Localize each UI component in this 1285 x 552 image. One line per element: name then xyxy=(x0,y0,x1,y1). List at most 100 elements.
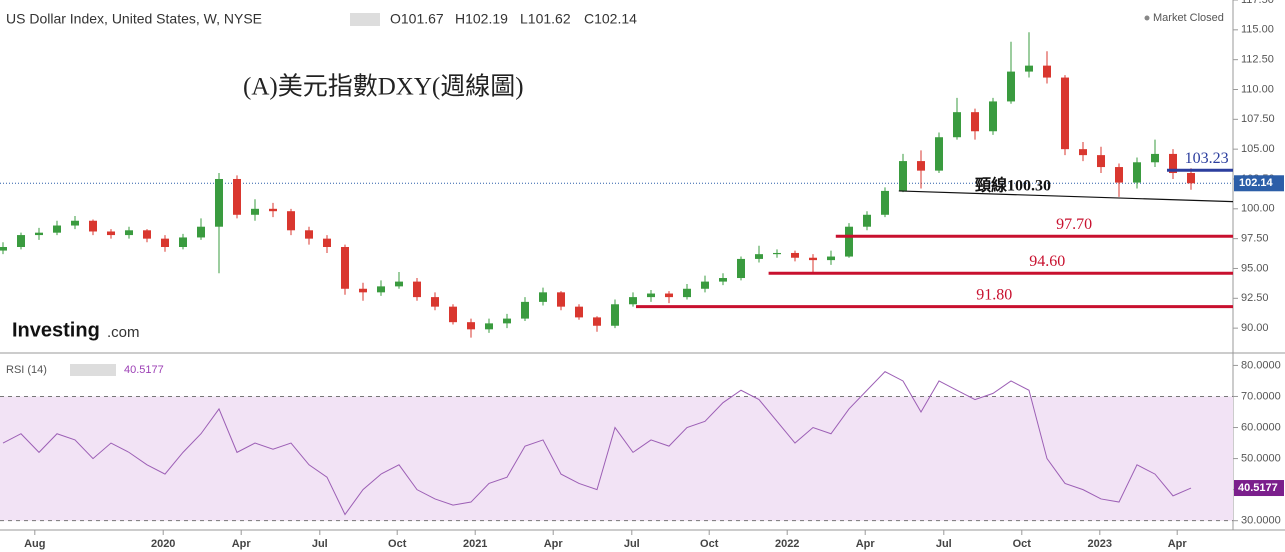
candle-body xyxy=(233,178,241,215)
y-tick-label: 112.50 xyxy=(1241,54,1274,66)
candle-body xyxy=(431,297,439,307)
x-tick-label: Apr xyxy=(856,538,876,550)
ohlc-close: C102.14 xyxy=(584,11,637,27)
candle-body xyxy=(1061,77,1069,150)
level-label: 97.70 xyxy=(1056,216,1092,233)
annotation-title: (A)美元指數DXY(週線圖) xyxy=(243,73,524,101)
candle-body xyxy=(251,208,259,215)
candle-body xyxy=(935,137,943,171)
y-tick-label: 117.50 xyxy=(1241,0,1274,6)
y-tick-label: 110.00 xyxy=(1241,83,1274,95)
y-tick-label: 97.50 xyxy=(1241,233,1269,245)
candle-body xyxy=(161,238,169,247)
candle-body xyxy=(611,304,619,326)
candle-body xyxy=(1169,153,1177,174)
candle-body xyxy=(719,278,727,282)
candle-body xyxy=(17,235,25,247)
candle-body xyxy=(269,208,277,212)
candle-body xyxy=(1007,71,1015,102)
market-status: Market Closed xyxy=(1153,12,1224,24)
y-tick-label: 50.0000 xyxy=(1241,452,1281,464)
y-tick-label: 30.0000 xyxy=(1241,515,1281,527)
candle-body xyxy=(593,317,601,326)
candle-body xyxy=(557,292,565,307)
candle-body xyxy=(773,252,781,255)
candle-body xyxy=(521,301,529,319)
last-price-label: 102.14 xyxy=(1239,177,1274,189)
logo: Investing xyxy=(12,319,100,341)
rsi-band xyxy=(0,396,1233,521)
candle-body xyxy=(665,293,673,298)
x-tick-label: Oct xyxy=(388,538,407,550)
candle-body xyxy=(899,161,907,191)
x-tick-label: 2021 xyxy=(463,538,487,550)
rsi-last-label: 40.5177 xyxy=(1238,482,1278,494)
neckline xyxy=(898,190,1234,203)
candle-body xyxy=(125,230,133,236)
candle-body xyxy=(1187,173,1195,184)
candle-body xyxy=(413,281,421,298)
candle-body xyxy=(539,292,547,302)
candle-body xyxy=(287,211,295,231)
y-tick-label: 100.00 xyxy=(1241,203,1275,215)
candle-body xyxy=(683,288,691,298)
candle-body xyxy=(1151,153,1159,163)
candle-body xyxy=(1133,162,1141,183)
rsi-icons[interactable] xyxy=(70,364,116,376)
candle-body xyxy=(485,323,493,330)
rsi-last-box xyxy=(1234,480,1284,497)
y-tick-label: 90.00 xyxy=(1241,322,1269,334)
candle-body xyxy=(71,220,79,226)
x-tick-label: Jul xyxy=(936,538,952,550)
neckline-label: 頸線100.30 xyxy=(975,176,1051,195)
ohlc-low: L101.62 xyxy=(520,11,571,27)
y-tick-label: 115.00 xyxy=(1241,24,1274,36)
candle-body xyxy=(953,112,961,138)
x-tick-label: 2020 xyxy=(151,538,175,550)
x-tick-label: Apr xyxy=(1168,538,1188,550)
candle-body xyxy=(179,237,187,247)
candle-body xyxy=(1115,167,1123,183)
candle-body xyxy=(1097,155,1105,168)
candle-body xyxy=(449,306,457,323)
candle-body xyxy=(701,281,709,289)
rsi-title: RSI (14) xyxy=(6,364,47,376)
candle-body xyxy=(341,246,349,289)
candle-body xyxy=(323,238,331,247)
last-price-box xyxy=(1234,175,1284,192)
candle-body xyxy=(827,256,835,261)
candle-body xyxy=(305,230,313,239)
candle-body xyxy=(377,286,385,293)
x-tick-label: Oct xyxy=(1013,538,1032,550)
x-tick-label: Apr xyxy=(544,538,564,550)
candle-body xyxy=(629,297,637,305)
candle-body xyxy=(215,178,223,227)
ohlc-open: O101.67 xyxy=(390,11,444,27)
icons[interactable] xyxy=(350,13,380,26)
y-tick-label: 80.0000 xyxy=(1241,359,1281,371)
x-tick-label: Aug xyxy=(24,538,45,550)
y-tick-label: 92.50 xyxy=(1241,292,1269,304)
candle-body xyxy=(395,281,403,287)
candle-body xyxy=(971,112,979,132)
x-tick-label: Oct xyxy=(700,538,719,550)
candle-body xyxy=(359,288,367,293)
x-tick-label: 2022 xyxy=(775,538,799,550)
candle-body xyxy=(53,225,61,233)
y-tick-label: 95.00 xyxy=(1241,262,1269,274)
candle-body xyxy=(737,258,745,279)
x-tick-label: Apr xyxy=(232,538,252,550)
y-tick-label: 107.50 xyxy=(1241,113,1275,125)
candle-body xyxy=(863,214,871,227)
rsi-value: 40.5177 xyxy=(124,364,164,376)
candle-body xyxy=(1079,149,1087,156)
candle-body xyxy=(647,293,655,298)
candle-body xyxy=(35,232,43,236)
logo-suffix: .com xyxy=(107,324,140,341)
candle-body xyxy=(467,322,475,330)
candle-body xyxy=(0,246,7,251)
candle-body xyxy=(143,230,151,239)
symbol: US Dollar Index, United States, W, NYSE xyxy=(6,11,262,27)
